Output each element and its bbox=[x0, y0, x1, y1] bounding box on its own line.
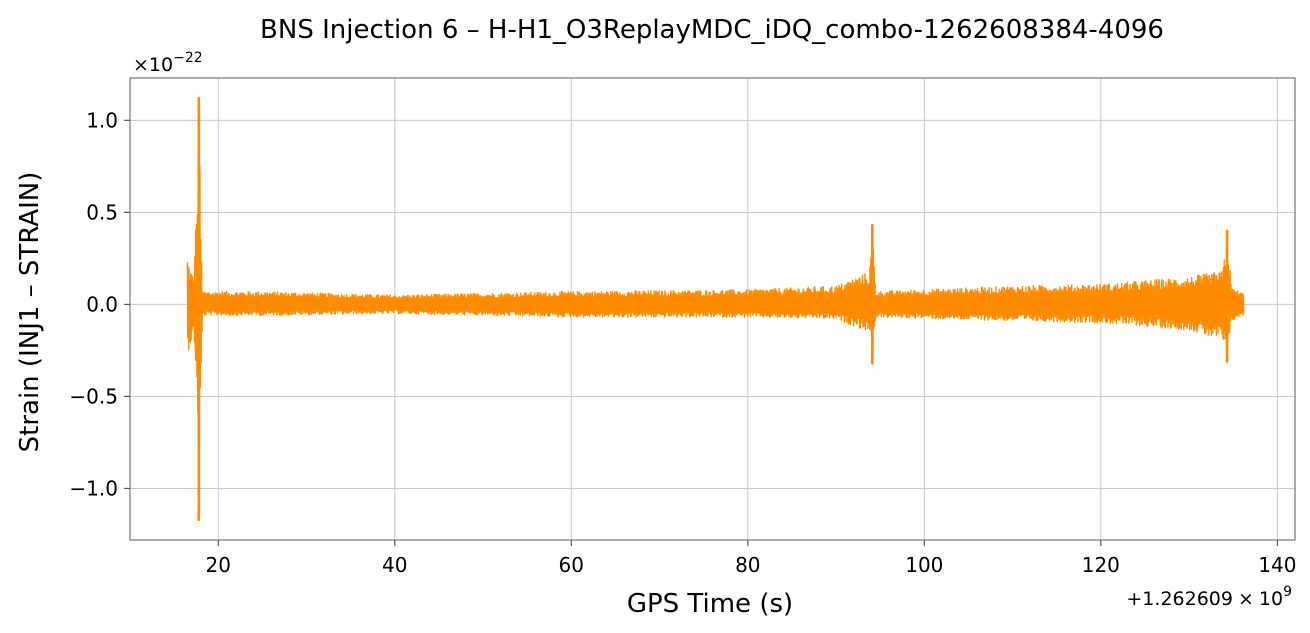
y-scale-exponent: −22 bbox=[173, 50, 203, 66]
y-tick-label: 1.0 bbox=[86, 108, 118, 132]
x-offset-label: +1.262609 × 109 bbox=[1126, 584, 1292, 610]
x-offset-exponent: 9 bbox=[1283, 584, 1292, 600]
y-tick-label: −0.5 bbox=[69, 384, 118, 408]
x-axis-ticks: 20 40 60 80 100 120 140 bbox=[206, 540, 1296, 577]
y-scale-base: ×10 bbox=[133, 54, 173, 76]
x-tick-label: 140 bbox=[1258, 553, 1296, 577]
y-axis-label: Strain (INJ1 – STRAIN) bbox=[15, 172, 45, 453]
y-tick-label: −1.0 bbox=[69, 476, 118, 500]
x-tick-label: 20 bbox=[206, 553, 231, 577]
y-axis-ticks: −1.0 −0.5 0.0 0.5 1.0 bbox=[69, 108, 130, 500]
x-tick-label: 120 bbox=[1082, 553, 1120, 577]
x-tick-label: 60 bbox=[559, 553, 584, 577]
y-tick-label: 0.0 bbox=[86, 292, 118, 316]
x-offset-times: × bbox=[1238, 588, 1254, 610]
y-tick-label: 0.5 bbox=[86, 200, 118, 224]
x-tick-label: 80 bbox=[735, 553, 760, 577]
chart-title: BNS Injection 6 – H-H1_O3ReplayMDC_iDQ_c… bbox=[260, 15, 1164, 45]
x-axis-label: GPS Time (s) bbox=[627, 589, 793, 619]
series-strain bbox=[186, 96, 1245, 522]
y-scale-factor: ×10−22 bbox=[133, 50, 203, 76]
series-line bbox=[186, 135, 1245, 496]
x-tick-label: 40 bbox=[382, 553, 407, 577]
x-tick-label: 100 bbox=[905, 553, 943, 577]
x-offset-base: 10 bbox=[1259, 588, 1283, 610]
x-offset-value: +1.262609 bbox=[1126, 588, 1233, 610]
plot-frame bbox=[129, 77, 1296, 541]
